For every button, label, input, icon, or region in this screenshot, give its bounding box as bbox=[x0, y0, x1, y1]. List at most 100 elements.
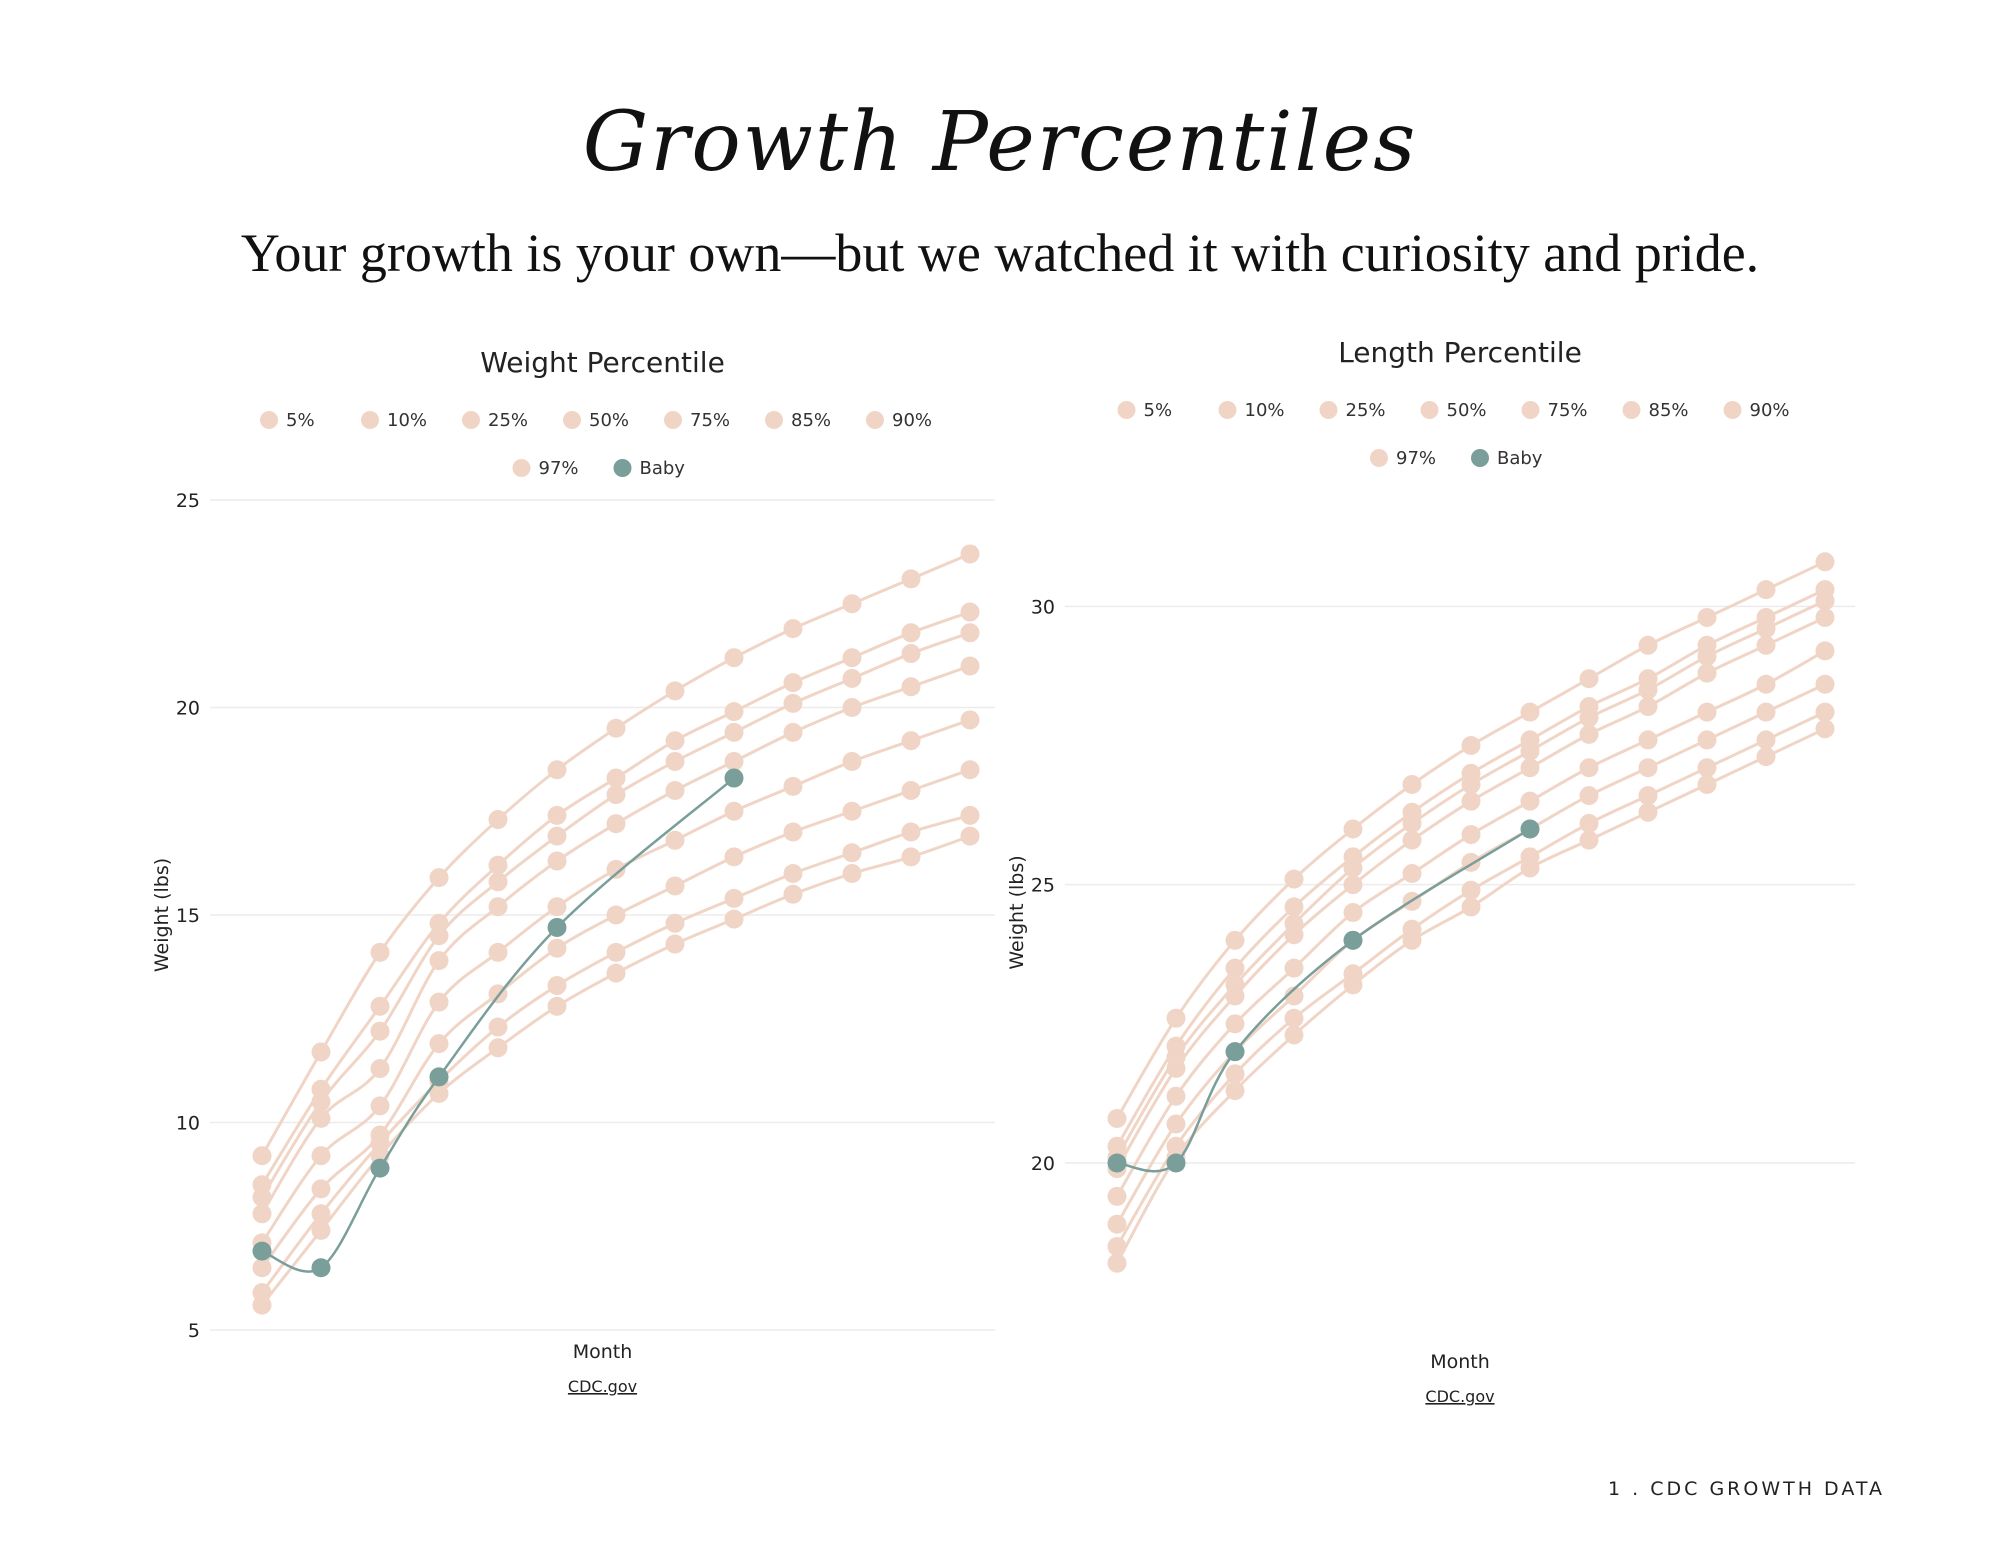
percentile-point[interactable] bbox=[960, 805, 980, 825]
percentile-point[interactable] bbox=[606, 718, 626, 738]
percentile-point[interactable] bbox=[1461, 763, 1481, 783]
percentile-point[interactable] bbox=[960, 623, 980, 643]
percentile-point[interactable] bbox=[488, 872, 508, 892]
percentile-point[interactable] bbox=[429, 868, 449, 888]
percentile-point[interactable] bbox=[1520, 758, 1540, 778]
percentile-point[interactable] bbox=[1343, 964, 1363, 984]
legend-item-75pct[interactable]: 75% bbox=[664, 410, 730, 431]
percentile-point[interactable] bbox=[1520, 702, 1540, 722]
percentile-point[interactable] bbox=[842, 864, 862, 883]
percentile-point[interactable] bbox=[783, 776, 803, 796]
percentile-point[interactable] bbox=[1815, 674, 1835, 694]
percentile-point[interactable] bbox=[1638, 635, 1658, 655]
percentile-point[interactable] bbox=[901, 677, 921, 697]
legend-item-50pct[interactable]: 50% bbox=[563, 410, 629, 431]
percentile-point[interactable] bbox=[1815, 702, 1835, 722]
percentile-point[interactable] bbox=[1402, 864, 1422, 884]
legend-item-25pct[interactable]: 25% bbox=[462, 410, 528, 431]
percentile-point[interactable] bbox=[842, 594, 862, 614]
percentile-point[interactable] bbox=[665, 781, 685, 800]
baby-point[interactable] bbox=[1166, 1153, 1186, 1173]
percentile-point[interactable] bbox=[252, 1258, 272, 1278]
percentile-point[interactable] bbox=[1756, 702, 1776, 722]
percentile-point[interactable] bbox=[665, 751, 685, 771]
percentile-point[interactable] bbox=[252, 1283, 272, 1303]
percentile-point[interactable] bbox=[1815, 580, 1835, 600]
percentile-point[interactable] bbox=[665, 913, 685, 933]
legend-item-50pct[interactable]: 50% bbox=[1420, 400, 1487, 421]
percentile-point[interactable] bbox=[665, 830, 685, 850]
percentile-point[interactable] bbox=[1402, 774, 1422, 794]
percentile-point[interactable] bbox=[1284, 1025, 1304, 1045]
source-link[interactable]: CDC.gov bbox=[1425, 1387, 1494, 1406]
baby-point[interactable] bbox=[252, 1241, 272, 1261]
percentile-point[interactable] bbox=[311, 1079, 331, 1099]
percentile-point[interactable] bbox=[960, 656, 980, 676]
percentile-point[interactable] bbox=[665, 681, 685, 701]
percentile-point[interactable] bbox=[311, 1179, 331, 1199]
percentile-point[interactable] bbox=[1284, 958, 1304, 978]
percentile-point[interactable] bbox=[547, 897, 567, 917]
legend-item-85pct[interactable]: 85% bbox=[1622, 400, 1689, 421]
percentile-point[interactable] bbox=[783, 673, 803, 693]
percentile-point[interactable] bbox=[783, 619, 803, 639]
percentile-point[interactable] bbox=[1697, 702, 1717, 722]
percentile-point[interactable] bbox=[370, 1125, 390, 1145]
percentile-point[interactable] bbox=[488, 942, 508, 962]
percentile-point[interactable] bbox=[547, 826, 567, 846]
percentile-point[interactable] bbox=[1579, 786, 1599, 806]
percentile-point[interactable] bbox=[547, 996, 567, 1016]
percentile-point[interactable] bbox=[370, 1021, 390, 1041]
percentile-point[interactable] bbox=[1166, 1086, 1186, 1106]
baby-point[interactable] bbox=[429, 1067, 449, 1087]
percentile-point[interactable] bbox=[1756, 730, 1776, 750]
percentile-point[interactable] bbox=[311, 1108, 331, 1128]
percentile-point[interactable] bbox=[370, 996, 390, 1016]
percentile-point[interactable] bbox=[842, 751, 862, 771]
percentile-point[interactable] bbox=[311, 1204, 331, 1224]
percentile-point[interactable] bbox=[1638, 802, 1658, 822]
percentile-point[interactable] bbox=[1697, 730, 1717, 750]
percentile-point[interactable] bbox=[1697, 607, 1717, 627]
baby-point[interactable] bbox=[370, 1158, 390, 1178]
percentile-point[interactable] bbox=[724, 801, 744, 821]
legend-item-baby[interactable]: Baby bbox=[613, 458, 686, 479]
percentile-point[interactable] bbox=[1579, 813, 1599, 833]
percentile-point[interactable] bbox=[842, 698, 862, 717]
percentile-point[interactable] bbox=[488, 897, 508, 917]
percentile-point[interactable] bbox=[547, 805, 567, 825]
percentile-point[interactable] bbox=[311, 1146, 331, 1166]
percentile-point[interactable] bbox=[1579, 669, 1599, 689]
percentile-point[interactable] bbox=[429, 913, 449, 933]
percentile-point[interactable] bbox=[1756, 747, 1776, 767]
percentile-point[interactable] bbox=[960, 544, 980, 564]
percentile-point[interactable] bbox=[1756, 635, 1776, 655]
percentile-point[interactable] bbox=[1815, 641, 1835, 661]
percentile-point[interactable] bbox=[606, 785, 626, 805]
baby-point[interactable] bbox=[547, 917, 567, 937]
percentile-point[interactable] bbox=[488, 810, 508, 830]
percentile-point[interactable] bbox=[783, 822, 803, 842]
percentile-point[interactable] bbox=[665, 934, 685, 954]
percentile-point[interactable] bbox=[311, 1042, 331, 1062]
percentile-point[interactable] bbox=[1461, 825, 1481, 845]
percentile-point[interactable] bbox=[1343, 819, 1363, 839]
percentile-point[interactable] bbox=[370, 1096, 390, 1116]
percentile-point[interactable] bbox=[1697, 663, 1717, 683]
legend-item-10pct[interactable]: 10% bbox=[361, 410, 427, 431]
percentile-point[interactable] bbox=[1284, 986, 1304, 1006]
percentile-point[interactable] bbox=[724, 751, 744, 771]
percentile-point[interactable] bbox=[901, 644, 921, 664]
percentile-point[interactable] bbox=[1697, 758, 1717, 778]
percentile-point[interactable] bbox=[429, 992, 449, 1012]
legend-item-10pct[interactable]: 10% bbox=[1218, 400, 1285, 421]
percentile-point[interactable] bbox=[960, 760, 980, 780]
percentile-point[interactable] bbox=[724, 648, 744, 668]
percentile-point[interactable] bbox=[1579, 697, 1599, 717]
percentile-point[interactable] bbox=[1107, 1214, 1127, 1234]
legend-item-baby[interactable]: Baby bbox=[1471, 448, 1543, 469]
percentile-point[interactable] bbox=[1697, 635, 1717, 655]
percentile-point[interactable] bbox=[901, 623, 921, 643]
baby-point[interactable] bbox=[724, 768, 744, 788]
percentile-point[interactable] bbox=[370, 942, 390, 962]
